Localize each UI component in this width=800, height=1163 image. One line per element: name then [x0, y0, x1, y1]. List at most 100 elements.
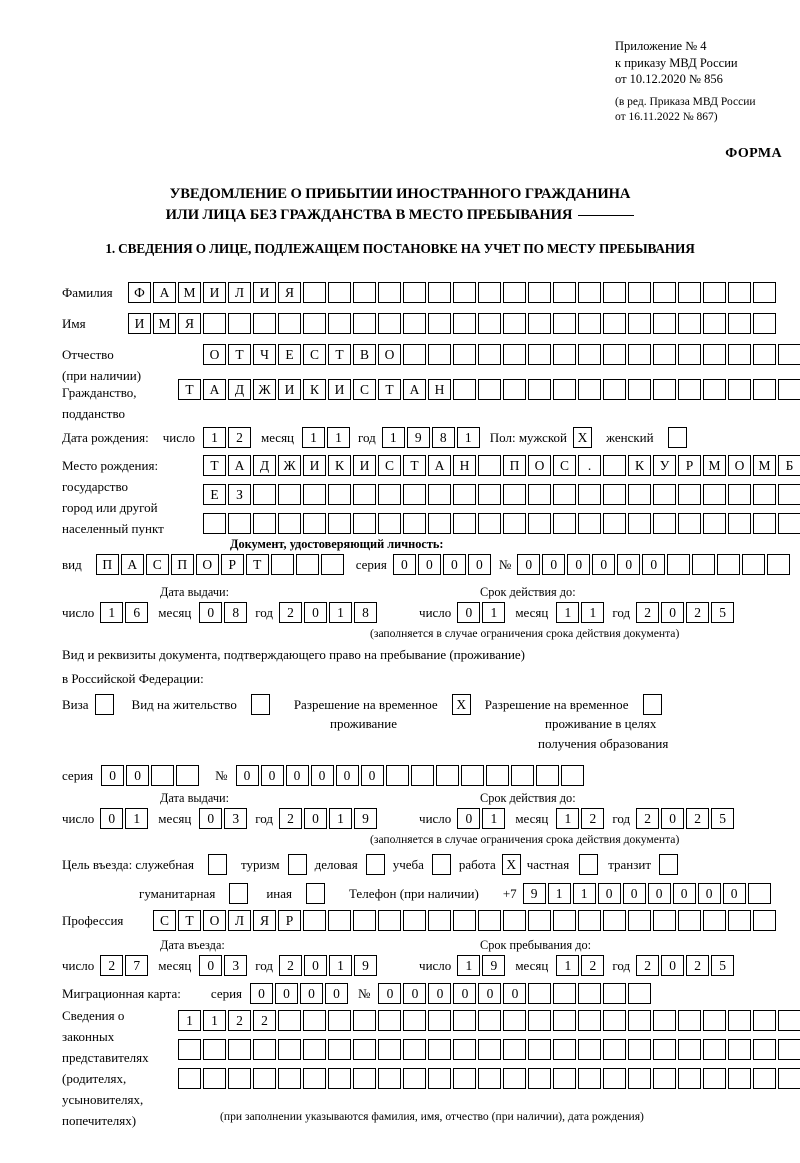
field-surname-cell-9[interactable] [328, 282, 351, 303]
field-profession-cell-5[interactable]: Я [253, 910, 276, 931]
field-mc-number-cell-11[interactable] [628, 983, 652, 1004]
field-doc-valid-year-cell-1[interactable]: 2 [636, 602, 660, 623]
field-birthplace-row-3-cell-6[interactable] [328, 513, 351, 534]
field-surname-cell-26[interactable] [753, 282, 776, 303]
field-doc-issue-day-cell-2[interactable]: 6 [125, 602, 149, 623]
field-birthplace-row-2-cell-22[interactable] [728, 484, 751, 505]
field-legal-rep-row-2-cell-4[interactable] [253, 1039, 276, 1060]
field-legal-rep-row-2-cell-3[interactable] [228, 1039, 251, 1060]
field-surname-cell-4[interactable]: И [203, 282, 226, 303]
field-doc-number-cell-4[interactable]: 0 [592, 554, 616, 575]
field-citizenship-cell-8[interactable]: С [353, 379, 376, 400]
field-birth-day-cell-1[interactable]: 1 [202, 427, 226, 448]
field-entry-day-cell-1[interactable]: 2 [100, 955, 124, 976]
field-phone-cell-1[interactable]: 9 [522, 883, 546, 904]
field-birth-year-cell-4[interactable]: 1 [456, 427, 480, 448]
field-surname-cell-16[interactable] [503, 282, 526, 303]
field-firstname-cell-16[interactable] [503, 313, 526, 334]
field-legal-rep-row-3-cell-5[interactable] [278, 1068, 301, 1089]
field-patronymic-cell-15[interactable] [553, 344, 576, 365]
checkbox-visa[interactable] [94, 694, 114, 715]
field-profession-cell-21[interactable] [653, 910, 676, 931]
field-doc-valid-year-cell-2[interactable]: 0 [661, 602, 685, 623]
field-birthplace-row-1-cell-11[interactable]: Н [453, 455, 476, 476]
field-doc-issue-year-cell-4[interactable]: 8 [354, 602, 378, 623]
field-birthplace-row-1-cell-3[interactable]: Д [253, 455, 276, 476]
field-birth-year-cell-1[interactable]: 1 [381, 427, 405, 448]
field-firstname-cell-18[interactable] [553, 313, 576, 334]
field-permit-number-cell-14[interactable] [560, 765, 584, 786]
field-firstname-cell-24[interactable] [703, 313, 726, 334]
checkbox-purpose-transit[interactable] [659, 854, 679, 875]
field-legal-rep-row-1-cell-20[interactable] [653, 1010, 676, 1031]
field-patronymic-cell-23[interactable] [753, 344, 776, 365]
field-doc-issue-year-cell-1[interactable]: 2 [279, 602, 303, 623]
field-legal-rep-row-1-cell-13[interactable] [478, 1010, 501, 1031]
field-mc-number-cell-2[interactable]: 0 [403, 983, 427, 1004]
field-legal-rep-row-3-cell-23[interactable] [728, 1068, 751, 1089]
field-citizenship-cell-12[interactable] [453, 379, 476, 400]
checkbox-purpose-tourism[interactable] [287, 854, 307, 875]
field-firstname-cell-9[interactable] [328, 313, 351, 334]
field-permit-number-cell-2[interactable]: 0 [260, 765, 284, 786]
field-firstname-cell-8[interactable] [303, 313, 326, 334]
field-mc-series-cell-2[interactable]: 0 [275, 983, 299, 1004]
field-surname-cell-3[interactable]: М [178, 282, 201, 303]
checkbox-purpose-study[interactable] [431, 854, 451, 875]
field-permit-valid-year-cell-3[interactable]: 2 [686, 808, 710, 829]
field-permit-number-cell-7[interactable] [385, 765, 409, 786]
field-birthplace-row-2-cell-23[interactable] [753, 484, 776, 505]
field-legal-rep-row-2-cell-24[interactable] [753, 1039, 776, 1060]
field-birthplace-row-2-cell-4[interactable] [278, 484, 301, 505]
field-legal-rep-row-2-cell-2[interactable] [203, 1039, 226, 1060]
field-firstname-cell-17[interactable] [528, 313, 551, 334]
field-entry-month-cell-1[interactable]: 0 [199, 955, 223, 976]
field-legal-rep-row-2-cell-15[interactable] [528, 1039, 551, 1060]
field-birthplace-row-3-cell-21[interactable] [703, 513, 726, 534]
field-legal-rep-row-1-cell-23[interactable] [728, 1010, 751, 1031]
field-birth-month-cell-1[interactable]: 1 [302, 427, 326, 448]
field-birthplace-row-1-cell-4[interactable]: Ж [278, 455, 301, 476]
field-stay-month-cell-1[interactable]: 1 [556, 955, 580, 976]
field-citizenship-cell-7[interactable]: И [328, 379, 351, 400]
field-mc-number-cell-6[interactable]: 0 [503, 983, 527, 1004]
field-legal-rep-row-2-cell-5[interactable] [278, 1039, 301, 1060]
field-legal-rep-row-1-cell-16[interactable] [553, 1010, 576, 1031]
field-birthplace-row-1-cell-16[interactable]: . [578, 455, 601, 476]
field-birthplace-row-3-cell-16[interactable] [578, 513, 601, 534]
field-birthplace-row-3-cell-15[interactable] [553, 513, 576, 534]
field-legal-rep-row-1-cell-10[interactable] [403, 1010, 426, 1031]
field-patronymic-cell-3[interactable]: Ч [253, 344, 276, 365]
field-birthplace-row-1-cell-17[interactable] [603, 455, 626, 476]
field-doc-valid-day-cell-2[interactable]: 1 [482, 602, 506, 623]
field-birthplace-row-2-cell-18[interactable] [628, 484, 651, 505]
field-legal-rep-row-3-cell-3[interactable] [228, 1068, 251, 1089]
field-phone-cell-9[interactable]: 0 [722, 883, 746, 904]
field-citizenship-cell-15[interactable] [528, 379, 551, 400]
field-legal-rep-row-2-cell-6[interactable] [303, 1039, 326, 1060]
field-citizenship-cell-17[interactable] [578, 379, 601, 400]
field-permit-valid-month-cell-1[interactable]: 1 [556, 808, 580, 829]
field-mc-number-cell-1[interactable]: 0 [378, 983, 402, 1004]
field-profession-cell-18[interactable] [578, 910, 601, 931]
field-doc-issue-day-cell-1[interactable]: 1 [100, 602, 124, 623]
field-citizenship-cell-10[interactable]: А [403, 379, 426, 400]
field-birthplace-row-1-cell-15[interactable]: С [553, 455, 576, 476]
field-firstname-cell-5[interactable] [228, 313, 251, 334]
field-surname-cell-14[interactable] [453, 282, 476, 303]
field-doc-series-cell-1[interactable]: 0 [392, 554, 416, 575]
field-legal-rep-row-3-cell-20[interactable] [653, 1068, 676, 1089]
field-birthplace-row-3-cell-12[interactable] [478, 513, 501, 534]
field-permit-valid-year-cell-4[interactable]: 5 [711, 808, 735, 829]
checkbox-purpose-other[interactable] [305, 883, 325, 904]
field-legal-rep-row-3-cell-7[interactable] [328, 1068, 351, 1089]
field-phone-cell-5[interactable]: 0 [622, 883, 646, 904]
